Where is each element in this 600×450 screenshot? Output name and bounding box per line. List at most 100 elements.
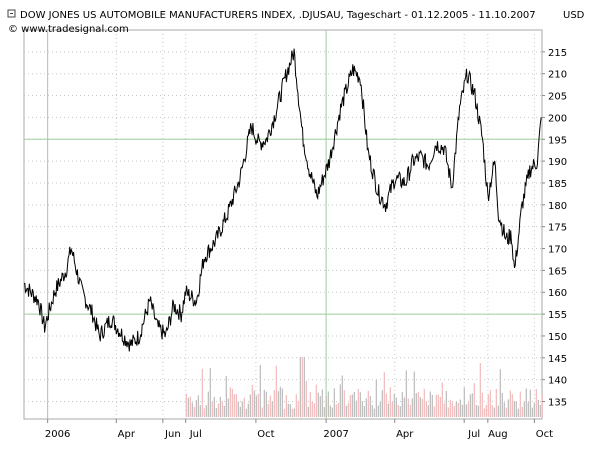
y-tick-label-4: 155	[548, 310, 567, 321]
volume-bar-141	[467, 402, 469, 417]
volume-bars	[185, 357, 543, 417]
volume-bar-32	[249, 394, 251, 417]
x-tick-label-3: Jul	[189, 429, 202, 440]
chart-title: DOW JONES US AUTOMOBILE MANUFACTURERS IN…	[20, 10, 536, 21]
volume-bar-124	[433, 406, 435, 417]
volume-bar-156	[497, 405, 499, 417]
y-tick-label-7: 170	[548, 245, 567, 256]
volume-bar-55	[295, 394, 297, 417]
volume-bar-75	[335, 404, 337, 417]
volume-bar-151	[487, 394, 489, 417]
x-tick-label-6: Apr	[396, 429, 414, 440]
volume-bar-57	[299, 357, 301, 417]
x-tick-label-0: 2006	[45, 429, 70, 440]
volume-bar-119	[423, 388, 425, 417]
volume-bar-60	[305, 380, 307, 417]
volume-bar-51	[287, 403, 289, 417]
volume-bar-121	[427, 405, 429, 417]
volume-bar-102	[389, 387, 391, 417]
volume-bar-130	[445, 391, 447, 417]
volume-bar-154	[493, 407, 495, 417]
volume-bar-58	[301, 357, 303, 417]
volume-bar-112	[409, 404, 411, 417]
volume-bar-52	[289, 404, 291, 417]
y-tick-label-1: 140	[548, 376, 567, 387]
volume-bar-149	[483, 408, 485, 417]
volume-bar-153	[491, 405, 493, 417]
volume-bar-175	[535, 389, 537, 417]
volume-bar-19	[223, 405, 225, 417]
volume-bar-50	[285, 395, 287, 417]
volume-bar-9	[203, 408, 205, 417]
x-tick-label-5: 2007	[323, 429, 348, 440]
y-tick-label-2: 145	[548, 354, 567, 365]
volume-bar-105	[395, 397, 397, 417]
volume-bar-5	[195, 400, 197, 417]
volume-bar-59	[303, 357, 305, 417]
volume-bar-88	[361, 400, 363, 417]
volume-bar-148	[481, 392, 483, 417]
volume-bar-161	[507, 399, 509, 417]
volume-bar-8	[201, 368, 203, 417]
y-tick-label-15: 210	[548, 70, 567, 81]
volume-bar-117	[419, 397, 421, 417]
volume-bar-90	[365, 398, 367, 417]
volume-bar-37	[259, 365, 261, 417]
volume-bar-25	[235, 394, 237, 417]
volume-bar-142	[469, 394, 471, 417]
volume-bar-66	[317, 392, 319, 417]
volume-bar-65	[315, 384, 317, 417]
y-tick-label-14: 205	[548, 92, 567, 103]
chart-currency: USD	[563, 10, 585, 21]
volume-bar-98	[381, 390, 383, 417]
volume-bar-74	[333, 388, 335, 417]
volume-bar-84	[353, 392, 355, 417]
volume-bar-80	[345, 405, 347, 417]
volume-bar-77	[339, 384, 341, 417]
y-tick-label-10: 185	[548, 179, 567, 190]
volume-bar-146	[477, 405, 479, 417]
volume-bar-86	[357, 389, 359, 417]
volume-bar-76	[337, 403, 339, 417]
volume-bar-116	[417, 392, 419, 417]
y-tick-label-16: 215	[548, 48, 567, 59]
volume-bar-96	[377, 405, 379, 417]
volume-bar-27	[239, 406, 241, 417]
volume-bar-47	[279, 386, 281, 417]
volume-bar-169	[523, 401, 525, 417]
volume-bar-68	[321, 389, 323, 417]
volume-bar-106	[397, 405, 399, 417]
volume-bar-4	[193, 406, 195, 417]
volume-bar-93	[371, 405, 373, 417]
volume-bar-162	[509, 390, 511, 417]
volume-bar-82	[349, 395, 351, 417]
volume-bar-113	[411, 398, 413, 417]
volume-bar-71	[327, 391, 329, 417]
volume-bar-108	[401, 392, 403, 417]
volume-bar-16	[217, 403, 219, 417]
volume-bar-168	[521, 407, 523, 417]
volume-bar-144	[473, 383, 475, 417]
volume-bar-29	[243, 397, 245, 417]
y-tick-label-12: 195	[548, 135, 567, 146]
volume-bar-72	[329, 405, 331, 417]
series-line	[23, 48, 542, 352]
volume-bar-131	[447, 407, 449, 417]
volume-bar-172	[529, 389, 531, 417]
volume-bar-157	[499, 369, 501, 417]
volume-bar-92	[369, 396, 371, 417]
volume-bar-89	[363, 406, 365, 417]
volume-bar-107	[399, 406, 401, 417]
y-tick-label-5: 160	[548, 288, 567, 299]
volume-bar-10	[205, 405, 207, 417]
volume-bar-120	[425, 401, 427, 417]
volume-bar-33	[251, 384, 253, 417]
y-tick-label-11: 190	[548, 157, 567, 168]
volume-bar-44	[273, 390, 275, 417]
volume-bar-35	[255, 395, 257, 417]
volume-bar-165	[515, 401, 517, 417]
volume-bar-31	[247, 403, 249, 417]
volume-bar-140	[465, 404, 467, 417]
volume-bar-173	[531, 407, 533, 417]
